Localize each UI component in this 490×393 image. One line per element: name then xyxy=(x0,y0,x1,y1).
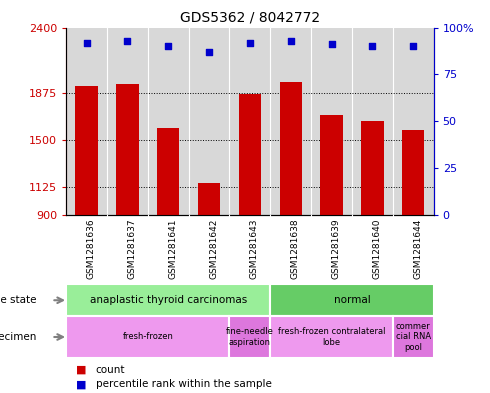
Bar xyxy=(66,316,229,358)
Point xyxy=(328,41,336,48)
Bar xyxy=(270,316,393,358)
Text: GSM1281644: GSM1281644 xyxy=(413,219,422,279)
Bar xyxy=(361,121,384,215)
Text: GSM1281636: GSM1281636 xyxy=(87,219,96,279)
Bar xyxy=(116,84,139,215)
Text: fine-needle
aspiration: fine-needle aspiration xyxy=(226,327,274,347)
Bar xyxy=(402,130,424,215)
Text: specimen: specimen xyxy=(0,332,37,342)
Text: disease state: disease state xyxy=(0,295,37,305)
Title: GDS5362 / 8042772: GDS5362 / 8042772 xyxy=(180,11,320,25)
Point xyxy=(123,37,131,44)
Point xyxy=(205,49,213,55)
Point xyxy=(164,43,172,50)
Text: GSM1281641: GSM1281641 xyxy=(168,219,177,279)
Text: normal: normal xyxy=(334,295,370,305)
Text: GSM1281642: GSM1281642 xyxy=(209,219,218,279)
Bar xyxy=(75,86,98,215)
Point xyxy=(409,43,417,50)
Point xyxy=(246,39,254,46)
Bar xyxy=(229,316,270,358)
Bar xyxy=(198,183,220,215)
Bar xyxy=(393,316,434,358)
Text: ■: ■ xyxy=(76,365,86,375)
Text: fresh-frozen contralateral
lobe: fresh-frozen contralateral lobe xyxy=(278,327,385,347)
Bar xyxy=(270,284,434,316)
Bar xyxy=(239,94,261,215)
Text: GSM1281640: GSM1281640 xyxy=(372,219,381,279)
Point xyxy=(287,37,294,44)
Text: ■: ■ xyxy=(76,379,86,389)
Bar xyxy=(279,82,302,215)
Text: count: count xyxy=(96,365,125,375)
Text: GSM1281638: GSM1281638 xyxy=(291,219,300,279)
Text: anaplastic thyroid carcinomas: anaplastic thyroid carcinomas xyxy=(90,295,247,305)
Text: fresh-frozen: fresh-frozen xyxy=(122,332,173,342)
Text: GSM1281639: GSM1281639 xyxy=(332,219,341,279)
Point xyxy=(368,43,376,50)
Bar xyxy=(320,114,343,215)
Text: GSM1281637: GSM1281637 xyxy=(127,219,136,279)
Bar xyxy=(157,129,179,215)
Bar xyxy=(66,284,270,316)
Point xyxy=(83,39,91,46)
Text: GSM1281643: GSM1281643 xyxy=(250,219,259,279)
Text: percentile rank within the sample: percentile rank within the sample xyxy=(96,379,271,389)
Text: commer
cial RNA
pool: commer cial RNA pool xyxy=(395,322,431,352)
